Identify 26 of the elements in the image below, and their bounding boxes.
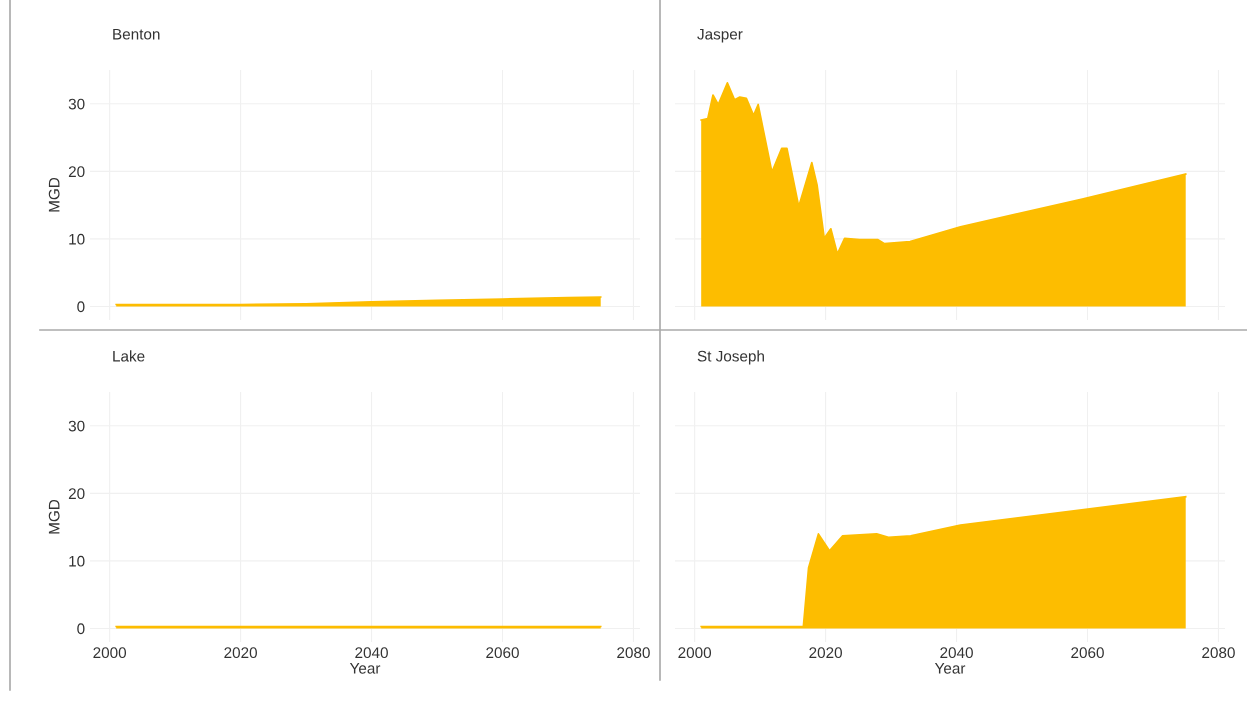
x-tick-label: 2020: [224, 647, 257, 659]
x-tick-label: 2020: [809, 647, 842, 659]
chart-title: Lake: [113, 350, 145, 362]
y-tick-label: 20: [68, 166, 85, 178]
x-tick-label: 2040: [355, 647, 388, 659]
x-tick-label: 2080: [1202, 647, 1235, 659]
y-tick-label: 30: [68, 98, 85, 110]
x-tick-label: 2000: [678, 647, 712, 659]
x-tick-label: 2060: [1071, 647, 1104, 659]
y-tick-label: 0: [77, 623, 85, 635]
x-axis-title: Year: [349, 663, 381, 674]
chart-title: Jasper: [697, 28, 743, 43]
x-tick-label: 2080: [617, 647, 650, 659]
y-tick-label: 10: [69, 555, 85, 567]
chart-title: St Joseph: [697, 350, 764, 365]
x-tick-label: 2060: [486, 647, 519, 659]
y-tick-label: 0: [77, 301, 85, 313]
y-tick-label: 10: [69, 233, 85, 245]
x-tick-label: 2000: [93, 647, 127, 659]
y-axis-title: MGD: [48, 177, 60, 212]
y-tick-label: 30: [68, 420, 85, 432]
y-tick-label: 20: [68, 488, 85, 500]
y-axis-title: MGD: [48, 499, 60, 534]
x-axis-title: Year: [934, 663, 966, 674]
x-tick-label: 2040: [940, 647, 973, 659]
chart-title: Benton: [113, 28, 160, 40]
